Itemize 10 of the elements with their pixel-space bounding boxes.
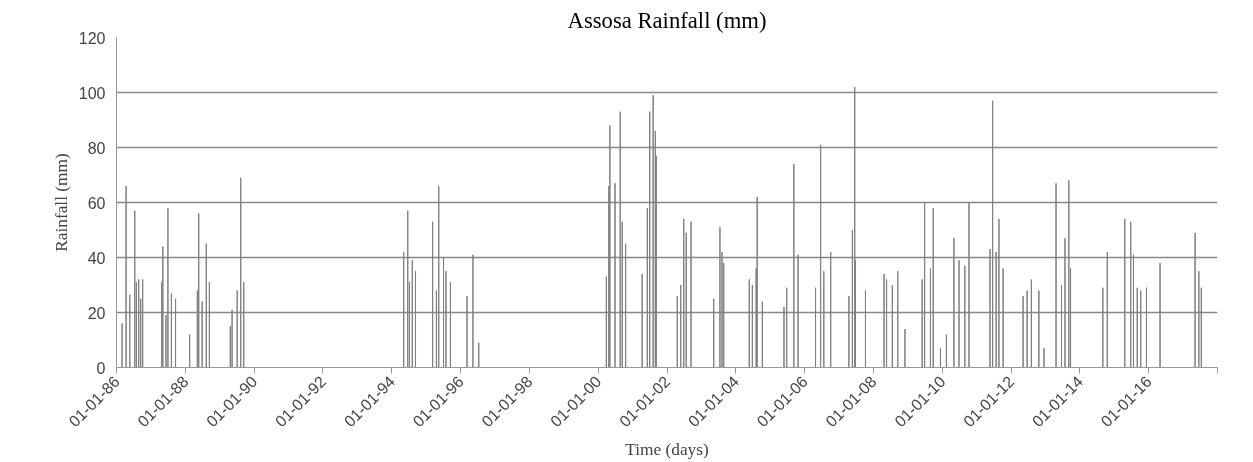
y-tick-label: 40 <box>87 249 106 267</box>
y-tick-label: 0 <box>96 359 106 377</box>
x-axis-title: Time (days) <box>625 440 710 460</box>
chart-title: Assosa Rainfall (mm) <box>567 7 767 33</box>
y-axis-title: Rainfall (mm) <box>51 152 71 252</box>
y-tick-label: 100 <box>78 84 106 102</box>
y-tick-label: 120 <box>78 29 106 47</box>
y-tick-label: 20 <box>87 304 106 322</box>
y-tick-label: 60 <box>87 194 106 212</box>
y-tick-label: 80 <box>87 139 106 157</box>
